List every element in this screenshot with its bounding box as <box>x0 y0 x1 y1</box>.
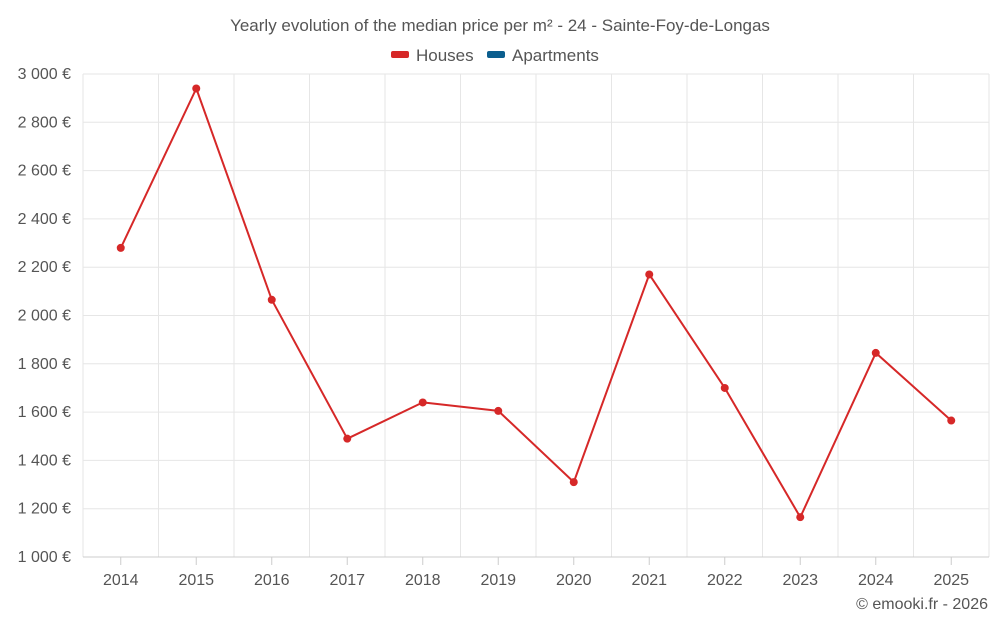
data-point-houses[interactable] <box>418 398 427 407</box>
y-tick-label: 2 600 € <box>18 163 71 180</box>
data-point-houses[interactable] <box>267 295 276 304</box>
y-tick-label: 1 600 € <box>18 404 71 421</box>
grid <box>82 73 990 558</box>
series-houses <box>116 84 956 522</box>
x-tick-label: 2020 <box>556 572 592 589</box>
y-tick-label: 1 400 € <box>18 452 71 469</box>
data-point-houses[interactable] <box>720 383 729 392</box>
x-tick-label: 2023 <box>782 572 818 589</box>
data-point-houses[interactable] <box>116 243 125 252</box>
legend-swatch-houses <box>391 51 409 58</box>
x-tick-label: 2014 <box>103 572 139 589</box>
x-tick-label: 2015 <box>178 572 214 589</box>
y-tick-label: 1 800 € <box>18 356 71 373</box>
legend-label-apartments: Apartments <box>512 46 599 65</box>
y-tick-label: 1 000 € <box>18 549 71 566</box>
credit-text: © emooki.fr - 2026 <box>856 596 988 613</box>
series-line-houses <box>119 87 952 519</box>
x-tick-label: 2017 <box>329 572 365 589</box>
y-tick-label: 2 200 € <box>18 259 71 276</box>
data-point-houses[interactable] <box>871 348 880 357</box>
x-axis: 2014 2015 2016 2017 2018 2019 2020 2021 2022 2023… <box>83 556 989 589</box>
y-tick-label: 2 800 € <box>18 114 71 131</box>
y-tick-label: 3 000 € <box>18 66 71 83</box>
data-point-houses[interactable] <box>343 434 352 443</box>
x-tick-label: 2024 <box>858 572 894 589</box>
x-tick-label: 2018 <box>405 572 441 589</box>
y-tick-label: 2 400 € <box>18 211 71 228</box>
data-point-houses[interactable] <box>796 513 805 522</box>
x-tick-label: 2025 <box>933 572 969 589</box>
legend-swatch-apartments <box>487 51 505 58</box>
data-point-houses[interactable] <box>494 406 503 415</box>
y-axis: 1 000 € 1 200 € 1 400 € 1 600 € 1 800 € 2 000… <box>18 66 71 566</box>
legend-item-apartments[interactable]: Apartments <box>487 46 599 65</box>
x-tick-label: 2016 <box>254 572 290 589</box>
data-point-houses[interactable] <box>192 84 201 93</box>
legend-item-houses[interactable]: Houses <box>391 46 474 65</box>
x-tick-label: 2022 <box>707 572 743 589</box>
x-tick-label: 2021 <box>631 572 667 589</box>
y-tick-label: 2 000 € <box>18 308 71 325</box>
data-point-houses[interactable] <box>569 478 578 487</box>
data-point-houses[interactable] <box>947 416 956 425</box>
legend: Houses Apartments <box>391 46 599 65</box>
data-point-houses[interactable] <box>645 270 654 279</box>
y-tick-label: 1 200 € <box>18 501 71 518</box>
x-tick-label: 2019 <box>480 572 516 589</box>
legend-label-houses: Houses <box>416 46 474 65</box>
chart-title: Yearly evolution of the median price per… <box>230 16 770 35</box>
